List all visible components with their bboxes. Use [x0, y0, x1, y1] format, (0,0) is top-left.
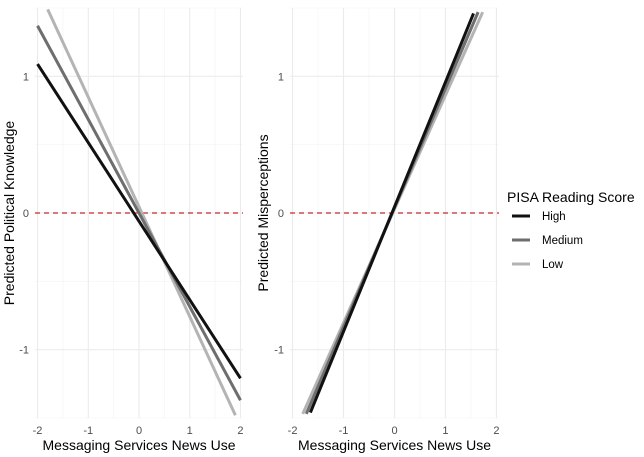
legend: PISA Reading Score High Medium Low	[507, 189, 635, 271]
x-axis-title: Messaging Services News Use	[43, 437, 236, 453]
x-tick-label: -1	[83, 425, 93, 437]
y-tick-label: 1	[278, 71, 284, 83]
legend-title: PISA Reading Score	[507, 189, 635, 205]
series-line-low	[46, 8, 237, 416]
x-tick-label: -2	[33, 425, 43, 437]
series-line-high	[309, 12, 475, 414]
y-tick-label: 1	[23, 71, 29, 83]
y-axis-title: Predicted Political Knowledge	[1, 121, 17, 306]
x-tick-label: 2	[493, 425, 499, 437]
y-tick-label: -1	[274, 345, 284, 357]
x-tick-label: -1	[339, 425, 349, 437]
y-tick-label: 0	[23, 208, 29, 220]
legend-label-low: Low	[542, 259, 564, 271]
y-tick-label: -1	[19, 345, 29, 357]
legend-label-medium: Medium	[542, 235, 583, 247]
series-line-medium	[36, 25, 242, 401]
x-tick-label: 2	[237, 425, 243, 437]
legend-label-high: High	[542, 211, 566, 223]
x-axis-title: Messaging Services News Use	[298, 437, 491, 453]
x-tick-label: 0	[391, 425, 397, 437]
series-line-high	[36, 63, 242, 380]
x-tick-label: -2	[288, 425, 298, 437]
y-axis-title: Predicted Misperceptions	[255, 134, 271, 291]
x-tick-label: 1	[187, 425, 193, 437]
x-tick-label: 1	[442, 425, 448, 437]
y-tick-label: 0	[278, 208, 284, 220]
x-tick-label: 0	[136, 425, 142, 437]
